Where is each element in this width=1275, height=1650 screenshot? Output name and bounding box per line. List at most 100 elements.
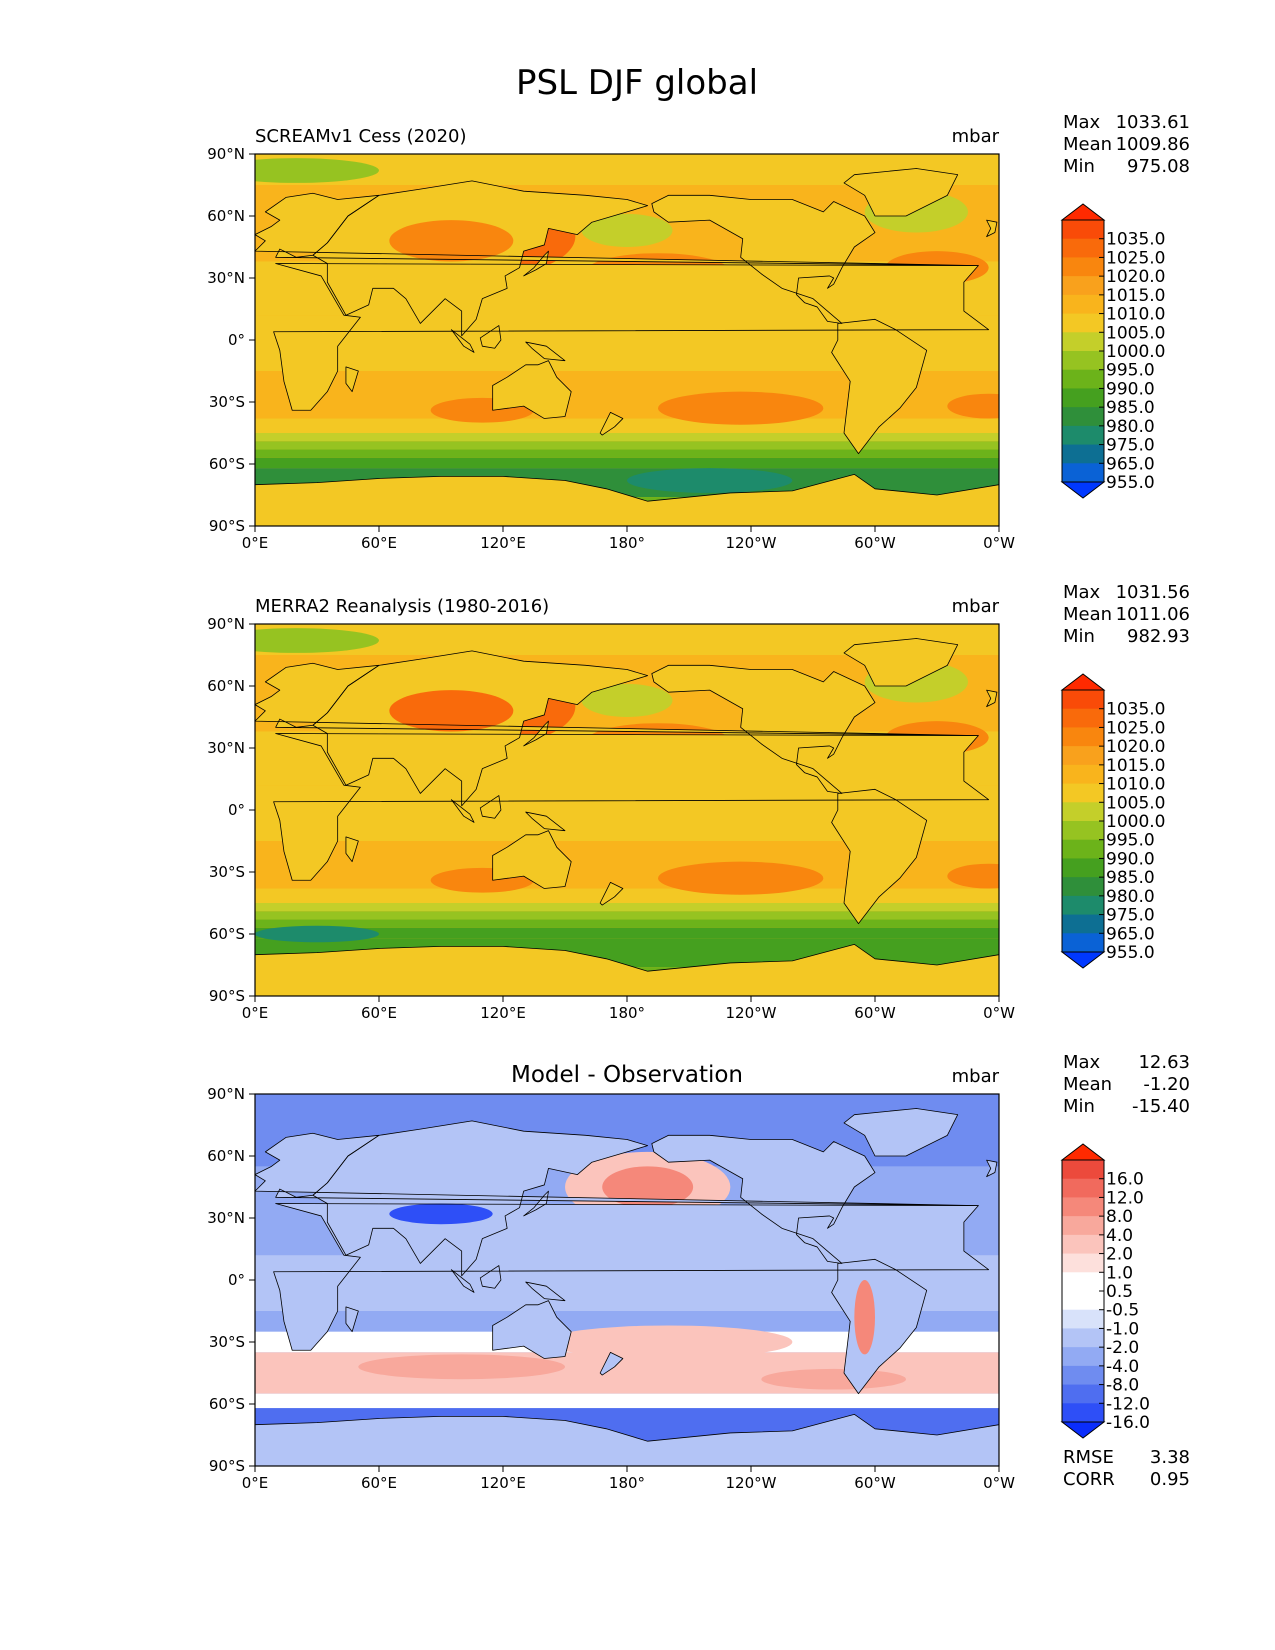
land-madagascar — [345, 836, 359, 862]
colorbar-segment — [1062, 839, 1104, 859]
coastline-new-guinea — [525, 341, 566, 362]
colorbar-label: 995.0 — [1106, 361, 1155, 381]
colorbar-label: 1005.0 — [1106, 793, 1165, 813]
coastline-africa — [273, 263, 990, 411]
coastline-greenland — [843, 638, 959, 687]
land-antarctica — [255, 474, 999, 526]
y-tick-label: 60°S — [209, 1395, 245, 1413]
field-white-band-2 — [255, 1393, 999, 1409]
axis-ticks: 0°E 60°E 120°E 180° 120°W 60°W 0°W 90°N 60°N 30°N… — [207, 615, 1015, 1022]
coastline-south-america — [831, 318, 928, 455]
coastline-south-america — [831, 1258, 928, 1395]
land-australia — [492, 360, 572, 419]
colorbar-segment — [1062, 463, 1104, 483]
colorbar-segment — [1062, 388, 1104, 408]
colorbar-label: -8.0 — [1106, 1376, 1139, 1396]
metric-label: RMSE — [1063, 1447, 1114, 1468]
x-tick-label: 0°E — [242, 1004, 269, 1022]
colorbar-segment — [1062, 332, 1104, 352]
colorbar-label: 1035.0 — [1106, 700, 1165, 720]
units-label: mbar — [952, 1066, 1000, 1087]
colorbar-segment — [1062, 276, 1104, 296]
coastline-greenland — [843, 1108, 959, 1157]
land-north-america — [651, 195, 875, 324]
field-asia-high-land — [389, 220, 514, 262]
colorbar-segment — [1062, 1178, 1104, 1198]
coastline-madagascar — [345, 836, 359, 863]
colorbar-segment — [1062, 407, 1104, 427]
coastline-south-america — [831, 788, 928, 925]
map-field — [255, 1094, 999, 1466]
field-band-1005 — [255, 418, 999, 433]
colorbar-label: 985.0 — [1106, 868, 1155, 888]
x-tick-label: 60°W — [854, 534, 896, 552]
land-antarctica — [255, 944, 999, 996]
y-tick-label: 60°S — [209, 455, 245, 473]
colorbar-label: 990.0 — [1106, 849, 1155, 869]
colorbar: 1035.01025.01020.01015.01010.01005.01000… — [1060, 673, 1165, 969]
colorbar-segment — [1062, 425, 1104, 446]
coastline-north-america — [651, 664, 876, 794]
colorbar-segment — [1062, 895, 1104, 916]
y-tick-label: 30°S — [209, 393, 245, 411]
y-tick-label: 60°S — [209, 925, 245, 943]
colorbar-label: -16.0 — [1106, 1413, 1150, 1433]
coastline-borneo — [479, 325, 502, 349]
land-south-america — [831, 1259, 927, 1394]
field-south-pacific-positive — [544, 1325, 793, 1359]
field-south-atlantic-high — [947, 393, 999, 419]
coastline-africa — [273, 733, 990, 881]
stat-value: 12.63 — [1138, 1052, 1190, 1073]
colorbar-label: -2.0 — [1106, 1338, 1139, 1358]
land-australia — [492, 830, 572, 889]
x-tick-label: 120°W — [726, 534, 777, 552]
colorbar-extend-bottom — [1060, 951, 1106, 969]
colorbar-segment — [1062, 238, 1104, 258]
x-tick-label: 120°E — [480, 534, 526, 552]
colorbar-label: 965.0 — [1106, 924, 1155, 944]
coastline-sumatra — [450, 329, 475, 353]
colorbar-label: 955.0 — [1106, 943, 1155, 963]
y-tick-label: 30°N — [207, 1209, 245, 1227]
colorbar-label: 975.0 — [1106, 436, 1155, 456]
metrics-block: RMSE 3.38 CORR 0.95 — [1063, 1447, 1190, 1490]
coastline-australia — [492, 1300, 572, 1359]
colorbar-segment — [1062, 1384, 1104, 1404]
colorbar-segment — [1062, 1328, 1104, 1348]
colorbar-segment — [1062, 1253, 1104, 1273]
colorbar: 1035.01025.01020.01015.01010.01005.01000… — [1060, 203, 1165, 499]
colorbar-segment — [1062, 1309, 1104, 1329]
colorbar-label: -0.5 — [1106, 1301, 1139, 1321]
stat-value: 975.08 — [1127, 156, 1190, 177]
colorbar-segment — [1062, 1272, 1104, 1292]
land-madagascar — [345, 1306, 359, 1332]
coastline-uk — [986, 219, 998, 238]
panel-title: SCREAMv1 Cess (2020) — [255, 126, 467, 147]
colorbar-label: 1015.0 — [1106, 286, 1165, 306]
x-tick-label: 60°W — [854, 1004, 896, 1022]
land-asia — [312, 1120, 648, 1276]
land-sumatra — [451, 329, 475, 353]
colorbar-segment — [1062, 877, 1104, 897]
colorbar-extend-top — [1060, 673, 1106, 691]
stat-value: 1031.56 — [1116, 582, 1190, 603]
y-tick-label: 90°S — [209, 1457, 245, 1475]
y-tick-label: 0° — [228, 331, 245, 349]
x-tick-label: 0°W — [983, 1004, 1015, 1022]
field-band-1000 — [255, 433, 999, 442]
coastline-japan — [523, 1190, 549, 1217]
colorbar-segment — [1062, 802, 1104, 822]
field-tibet-negative — [389, 1203, 493, 1225]
colorbar-label: 995.0 — [1106, 831, 1155, 851]
coastline-asia — [312, 1120, 649, 1277]
coastline-north-america — [651, 194, 876, 324]
units-label: mbar — [952, 126, 1000, 147]
land-japan — [523, 1191, 549, 1216]
stat-label: Max — [1063, 582, 1101, 603]
colorbar-label: 980.0 — [1106, 887, 1155, 907]
colorbar: 16.012.08.04.02.01.00.5-0.5-1.0-2.0-4.0-… — [1060, 1143, 1150, 1439]
coastline-madagascar — [345, 366, 359, 393]
colorbar-segment — [1062, 933, 1104, 953]
